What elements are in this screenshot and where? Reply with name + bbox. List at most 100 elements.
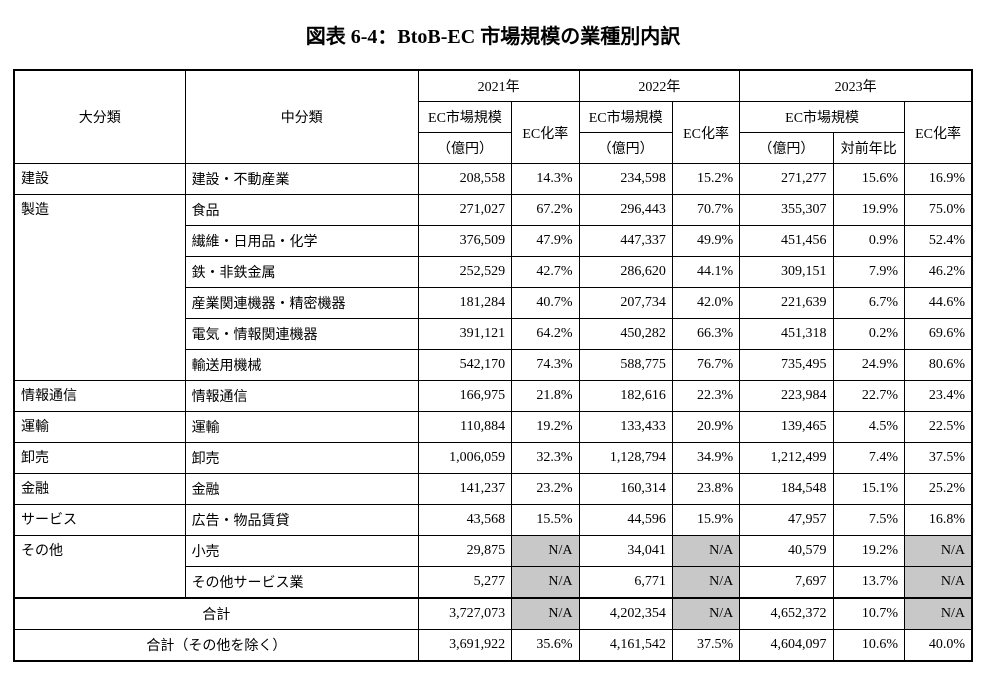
total-label: 合計（その他を除く） [14,630,418,662]
table-row: 製造食品271,02767.2%296,44370.7%355,30719.9%… [14,195,972,226]
cell-2021-rate: 14.3% [512,164,579,195]
cell-2023-yoy: 4.5% [833,412,905,443]
minor-category-cell: 情報通信 [185,381,418,412]
cell-2021-rate: 47.9% [512,226,579,257]
total-2023-yoy: 10.7% [833,598,905,630]
cell-2022-market: 447,337 [579,226,672,257]
header-year-2021: 2021年 [418,70,579,102]
header-2022-market: EC市場規模 [579,102,672,133]
cell-2023-yoy: 7.9% [833,257,905,288]
cell-2023-rate: 46.2% [905,257,972,288]
cell-2022-rate: 22.3% [672,381,739,412]
cell-2021-market: 29,875 [418,536,511,567]
cell-2023-yoy: 7.5% [833,505,905,536]
cell-2023-yoy: 7.4% [833,443,905,474]
cell-2022-market: 133,433 [579,412,672,443]
table-row: 運輸運輸110,88419.2%133,43320.9%139,4654.5%2… [14,412,972,443]
minor-category-cell: その他サービス業 [185,567,418,599]
header-minor: 中分類 [185,70,418,164]
header-2023-unit: （億円） [740,133,833,164]
minor-category-cell: 食品 [185,195,418,226]
total-2023-market: 4,604,097 [740,630,833,662]
cell-2023-market: 355,307 [740,195,833,226]
cell-2023-rate: 23.4% [905,381,972,412]
cell-2023-yoy: 6.7% [833,288,905,319]
cell-2022-rate: N/A [672,567,739,599]
table-row: 建設建設・不動産業208,55814.3%234,59815.2%271,277… [14,164,972,195]
cell-2022-rate: 66.3% [672,319,739,350]
header-year-2022: 2022年 [579,70,740,102]
cell-2021-rate: N/A [512,536,579,567]
cell-2022-rate: 15.9% [672,505,739,536]
cell-2022-market: 450,282 [579,319,672,350]
total-2021-rate: 35.6% [512,630,579,662]
total-2022-market: 4,202,354 [579,598,672,630]
cell-2023-market: 451,456 [740,226,833,257]
cell-2021-rate: 15.5% [512,505,579,536]
cell-2022-rate: N/A [672,536,739,567]
cell-2023-market: 451,318 [740,319,833,350]
cell-2023-rate: 16.9% [905,164,972,195]
header-2021-rate: EC化率 [512,102,579,164]
minor-category-cell: 建設・不動産業 [185,164,418,195]
cell-2021-market: 391,121 [418,319,511,350]
table-row: 卸売卸売1,006,05932.3%1,128,79434.9%1,212,49… [14,443,972,474]
cell-2021-rate: 40.7% [512,288,579,319]
cell-2023-rate: 22.5% [905,412,972,443]
total-2021-market: 3,691,922 [418,630,511,662]
cell-2023-yoy: 19.2% [833,536,905,567]
minor-category-cell: 広告・物品賃貸 [185,505,418,536]
major-category-cell: 卸売 [14,443,185,474]
minor-category-cell: 電気・情報関連機器 [185,319,418,350]
cell-2023-rate: 16.8% [905,505,972,536]
cell-2022-market: 182,616 [579,381,672,412]
major-category-cell: 建設 [14,164,185,195]
cell-2023-yoy: 13.7% [833,567,905,599]
cell-2021-market: 1,006,059 [418,443,511,474]
total-2022-rate: 37.5% [672,630,739,662]
cell-2021-rate: 21.8% [512,381,579,412]
cell-2023-rate: 25.2% [905,474,972,505]
data-table: 大分類 中分類 2021年 2022年 2023年 EC市場規模 EC化率 EC… [13,69,973,662]
cell-2023-yoy: 15.1% [833,474,905,505]
cell-2022-market: 6,771 [579,567,672,599]
cell-2021-rate: 32.3% [512,443,579,474]
header-2023-rate: EC化率 [905,102,972,164]
header-2021-market: EC市場規模 [418,102,511,133]
cell-2022-market: 588,775 [579,350,672,381]
total-label: 合計 [14,598,418,630]
cell-2023-market: 7,697 [740,567,833,599]
cell-2021-market: 271,027 [418,195,511,226]
cell-2021-rate: 64.2% [512,319,579,350]
major-category-cell: 製造 [14,195,185,381]
cell-2022-rate: 70.7% [672,195,739,226]
table-row: 金融金融141,23723.2%160,31423.8%184,54815.1%… [14,474,972,505]
cell-2023-yoy: 24.9% [833,350,905,381]
cell-2021-rate: N/A [512,567,579,599]
table-header: 大分類 中分類 2021年 2022年 2023年 EC市場規模 EC化率 EC… [14,70,972,164]
cell-2021-market: 208,558 [418,164,511,195]
cell-2023-rate: N/A [905,536,972,567]
minor-category-cell: 繊維・日用品・化学 [185,226,418,257]
cell-2021-rate: 19.2% [512,412,579,443]
cell-2022-rate: 44.1% [672,257,739,288]
cell-2021-market: 252,529 [418,257,511,288]
minor-category-cell: 運輸 [185,412,418,443]
cell-2023-yoy: 22.7% [833,381,905,412]
header-2021-unit: （億円） [418,133,511,164]
minor-category-cell: 輸送用機械 [185,350,418,381]
cell-2022-rate: 42.0% [672,288,739,319]
cell-2023-yoy: 19.9% [833,195,905,226]
total-2021-market: 3,727,073 [418,598,511,630]
cell-2022-rate: 15.2% [672,164,739,195]
cell-2023-rate: 52.4% [905,226,972,257]
cell-2022-market: 44,596 [579,505,672,536]
major-category-cell: 金融 [14,474,185,505]
header-2022-unit: （億円） [579,133,672,164]
total-2023-yoy: 10.6% [833,630,905,662]
header-2022-rate: EC化率 [672,102,739,164]
cell-2022-market: 207,734 [579,288,672,319]
cell-2023-yoy: 15.6% [833,164,905,195]
minor-category-cell: 鉄・非鉄金属 [185,257,418,288]
header-year-2023: 2023年 [740,70,972,102]
